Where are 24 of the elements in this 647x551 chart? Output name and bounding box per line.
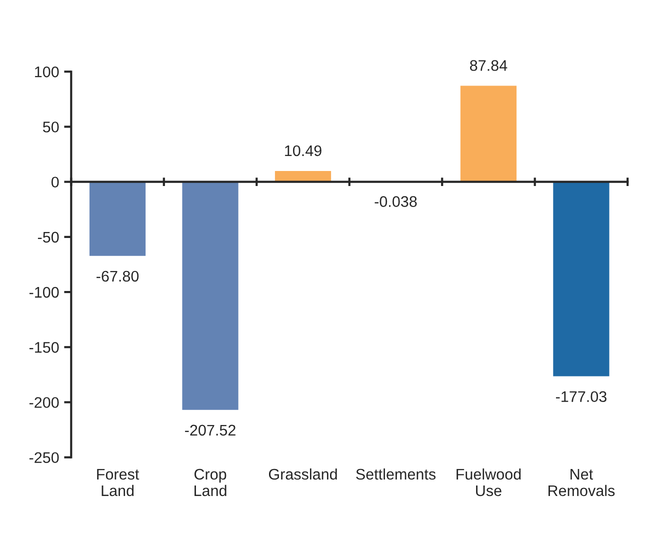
y-tick-label: -100 bbox=[29, 286, 59, 298]
y-tick-label: 0 bbox=[51, 176, 59, 188]
x-tick-label: Fuelwood Use bbox=[456, 468, 521, 496]
x-tick-label: Forest Land bbox=[97, 469, 140, 496]
y-tick-label: -150 bbox=[29, 342, 59, 353]
y-tick-label: -200 bbox=[29, 397, 59, 408]
bar bbox=[552, 181, 611, 378]
y-tick-label: -250 bbox=[29, 452, 59, 464]
data-label: 10.49 bbox=[285, 145, 322, 156]
y-tick-label: 100 bbox=[35, 66, 59, 78]
data-label: 87.84 bbox=[470, 60, 508, 71]
x-tick-label: Settlements bbox=[356, 468, 436, 480]
y-tick-label: 50 bbox=[42, 122, 59, 132]
bar bbox=[88, 181, 147, 258]
data-label: -207.52 bbox=[185, 424, 236, 436]
x-tick-label: Grassland bbox=[268, 468, 337, 480]
data-label: -177.03 bbox=[556, 391, 606, 402]
data-label: -0.038 bbox=[374, 196, 417, 207]
x-tick-label: Crop Land bbox=[194, 468, 226, 496]
y-tick-label: -50 bbox=[38, 232, 59, 243]
x-tick-label: Net Removals bbox=[548, 469, 615, 496]
data-label: -67.80 bbox=[96, 270, 139, 282]
bar bbox=[459, 84, 518, 183]
bar bbox=[180, 181, 240, 412]
